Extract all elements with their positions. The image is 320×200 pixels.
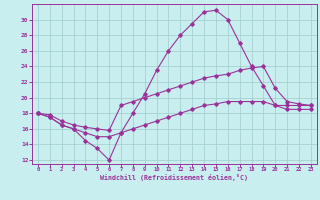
X-axis label: Windchill (Refroidissement éolien,°C): Windchill (Refroidissement éolien,°C) [100,174,248,181]
